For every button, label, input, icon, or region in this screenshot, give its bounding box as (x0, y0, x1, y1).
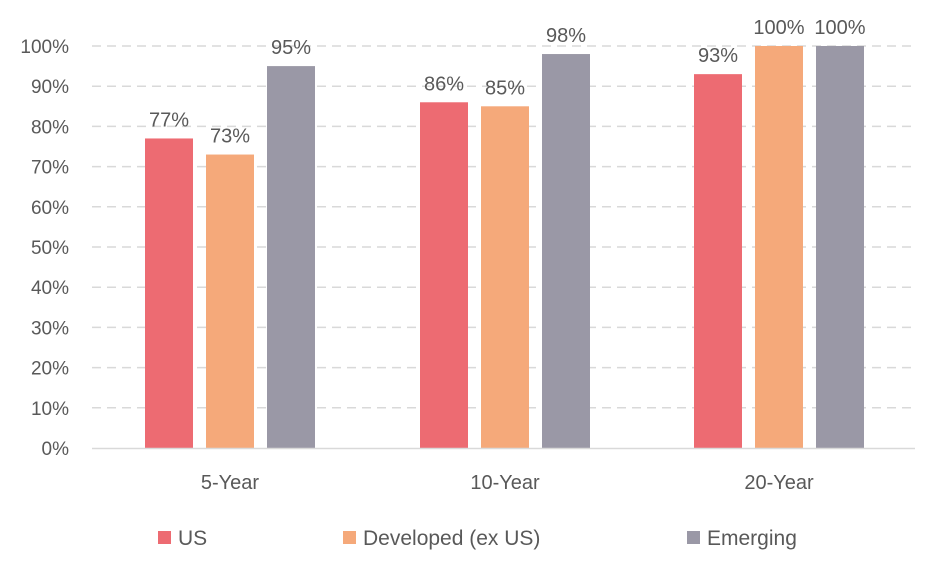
data-label: 100% (814, 17, 865, 39)
bar-developed-ex-us-5-year (206, 154, 254, 449)
y-tick-label: 60% (31, 198, 69, 219)
y-tick-label: 40% (31, 278, 69, 299)
legend-item: Emerging (687, 527, 797, 550)
data-label: 73% (210, 126, 250, 148)
legend-label: Developed (ex US) (363, 527, 540, 550)
legend-label: Emerging (707, 527, 797, 550)
bar-us-20-year (694, 74, 742, 448)
legend-swatch (687, 531, 700, 544)
legend-label: US (178, 527, 207, 550)
legend-swatch (158, 531, 171, 544)
bar-us-10-year (420, 102, 468, 448)
bar-emerging-20-year (816, 46, 864, 448)
y-axis-tick-labels: 0% 10% 20% 30% 40% 50% 60% 70% 80% 90% 100% (20, 37, 69, 460)
bar-developed-ex-us-10-year (481, 106, 529, 449)
legend-item: Developed (ex US) (343, 527, 540, 550)
y-tick-label: 0% (42, 439, 70, 460)
data-labels: 77% 73% 95% 86% 85% 98% 93% 100% 100% (149, 17, 866, 148)
data-label: 95% (271, 37, 311, 59)
data-label: 86% (424, 73, 464, 95)
y-tick-label: 70% (31, 158, 69, 179)
legend-swatch (343, 531, 356, 544)
data-label: 77% (149, 109, 189, 131)
data-label: 98% (546, 25, 586, 47)
x-category-label: 5-Year (201, 472, 260, 494)
bar-emerging-5-year (267, 66, 315, 448)
x-category-label: 10-Year (470, 472, 540, 494)
y-tick-label: 20% (31, 359, 69, 380)
bar-developed-ex-us-20-year (755, 46, 803, 448)
y-tick-label: 30% (31, 318, 69, 339)
data-label: 100% (753, 17, 804, 39)
bar-emerging-10-year (542, 54, 590, 448)
legend-item: US (158, 527, 207, 550)
legend: US Developed (ex US) Emerging (158, 527, 797, 550)
data-label: 93% (698, 45, 738, 67)
x-category-label: 20-Year (744, 472, 814, 494)
x-axis-category-labels: 5-Year 10-Year 20-Year (201, 472, 814, 494)
bar-us-5-year (145, 138, 193, 448)
y-tick-label: 90% (31, 77, 69, 98)
bars (145, 46, 864, 449)
y-tick-label: 50% (31, 238, 69, 259)
data-label: 85% (485, 77, 525, 99)
y-tick-label: 10% (31, 399, 69, 420)
y-tick-label: 100% (20, 37, 69, 58)
y-tick-label: 80% (31, 117, 69, 138)
